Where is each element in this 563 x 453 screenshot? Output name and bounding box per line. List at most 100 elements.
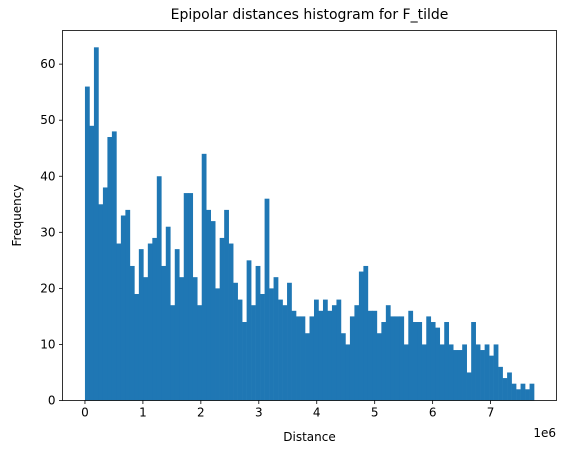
histogram-bar: [471, 322, 476, 401]
histogram-bar: [147, 243, 153, 401]
histogram-bar: [165, 226, 171, 401]
histogram-bar: [242, 322, 247, 401]
y-tick-label: 30: [40, 225, 55, 239]
histogram-bar: [192, 277, 198, 401]
histogram-bar: [278, 299, 283, 401]
histogram-bar: [444, 322, 450, 401]
histogram-bar: [381, 322, 387, 401]
histogram-bar: [457, 350, 463, 401]
histogram-bar: [309, 316, 315, 401]
histogram-bar: [260, 293, 265, 401]
y-axis-label: Frequency: [10, 185, 24, 247]
histogram-bar: [489, 355, 494, 401]
histogram-bar: [480, 350, 485, 401]
x-tick-label: 1: [139, 406, 147, 420]
histogram-bar: [134, 293, 140, 401]
histogram-bar: [318, 310, 324, 401]
histogram-bar: [143, 277, 149, 401]
x-axis-ticks: 0 1 2 3 4 5 6 7: [81, 400, 494, 420]
histogram-bar: [98, 204, 104, 401]
y-tick-label: 50: [40, 113, 55, 127]
histogram-bar: [125, 209, 131, 401]
histogram-bar: [498, 366, 503, 401]
histogram-bar: [188, 193, 194, 401]
histogram-bar: [340, 333, 346, 401]
y-tick-label: 60: [40, 57, 55, 71]
y-axis-ticks: 0 10 20 30 40 50 60: [40, 57, 63, 408]
histogram-bar: [89, 125, 95, 401]
histogram-bar: [376, 333, 382, 401]
histogram-bar: [516, 389, 521, 401]
histogram-bar: [475, 344, 481, 401]
y-tick-label: 20: [40, 281, 55, 295]
histogram-bar: [435, 327, 441, 401]
histogram-bar: [439, 344, 445, 401]
histogram-bar: [525, 389, 530, 401]
histogram-bar: [111, 131, 117, 401]
histogram-bar: [327, 310, 333, 401]
histogram-bar: [453, 350, 458, 401]
histogram-bar: [291, 310, 297, 401]
histogram-bar: [313, 299, 319, 401]
y-tick-label: 10: [40, 337, 55, 351]
x-tick-label: 4: [313, 406, 321, 420]
histogram-bar: [421, 344, 427, 401]
x-tick-label: 2: [197, 406, 205, 420]
histogram-bar: [237, 299, 243, 401]
histogram-bar: [233, 282, 238, 401]
histogram-bar: [385, 305, 391, 401]
histogram-bar: [129, 265, 135, 401]
histogram-bar: [273, 277, 279, 401]
histogram-bar: [156, 176, 162, 401]
histogram-bar: [269, 288, 274, 401]
chart-title: Epipolar distances histogram for F_tilde: [171, 7, 449, 23]
histogram-bar: [201, 153, 207, 401]
histogram-bar: [206, 209, 211, 401]
histogram-bar: [179, 277, 185, 401]
histogram-bar: [331, 305, 337, 401]
x-tick-label: 5: [371, 406, 379, 420]
histogram-bar: [138, 249, 144, 401]
histogram-bar: [107, 137, 113, 401]
histogram-bar: [287, 282, 292, 401]
histogram-bar: [210, 221, 216, 401]
histogram-bar: [511, 383, 517, 401]
histogram-bar: [358, 271, 364, 401]
histogram-bar: [390, 316, 396, 401]
histogram-bar: [161, 265, 167, 401]
histogram-bar: [264, 198, 270, 401]
histogram-bar: [197, 305, 203, 401]
histogram-bar: [219, 237, 225, 401]
histogram-bar: [251, 305, 256, 401]
histogram-bar: [349, 316, 355, 401]
histogram-bar: [430, 322, 436, 401]
histogram-bar: [170, 305, 176, 401]
x-tick-label: 0: [81, 406, 89, 420]
histogram-bar: [529, 383, 535, 401]
histogram-bar: [367, 310, 373, 401]
histogram-bar: [102, 187, 108, 401]
histogram-bars: [84, 47, 535, 401]
histogram-bar: [336, 299, 342, 401]
histogram-bar: [120, 215, 126, 401]
histogram-bar: [228, 243, 234, 401]
histogram-bar: [183, 193, 189, 401]
histogram-bar: [507, 372, 512, 401]
plot-area-frame: [62, 30, 557, 401]
histogram-bar: [417, 322, 423, 401]
histogram-bar: [520, 383, 526, 401]
y-tick-label: 40: [40, 169, 55, 183]
histogram-bar: [403, 344, 409, 401]
histogram-bar: [493, 344, 499, 401]
histogram-bar: [412, 322, 418, 401]
histogram-bar: [305, 333, 310, 401]
x-tick-label: 3: [255, 406, 263, 420]
histogram-bar: [174, 249, 180, 401]
histogram-bar: [93, 47, 99, 401]
histogram-bar: [322, 299, 328, 401]
histogram-bar: [466, 372, 472, 401]
histogram-bar: [372, 310, 378, 401]
histogram-bar: [255, 265, 261, 401]
histogram-bar: [345, 344, 351, 401]
histogram-bar: [296, 316, 301, 401]
